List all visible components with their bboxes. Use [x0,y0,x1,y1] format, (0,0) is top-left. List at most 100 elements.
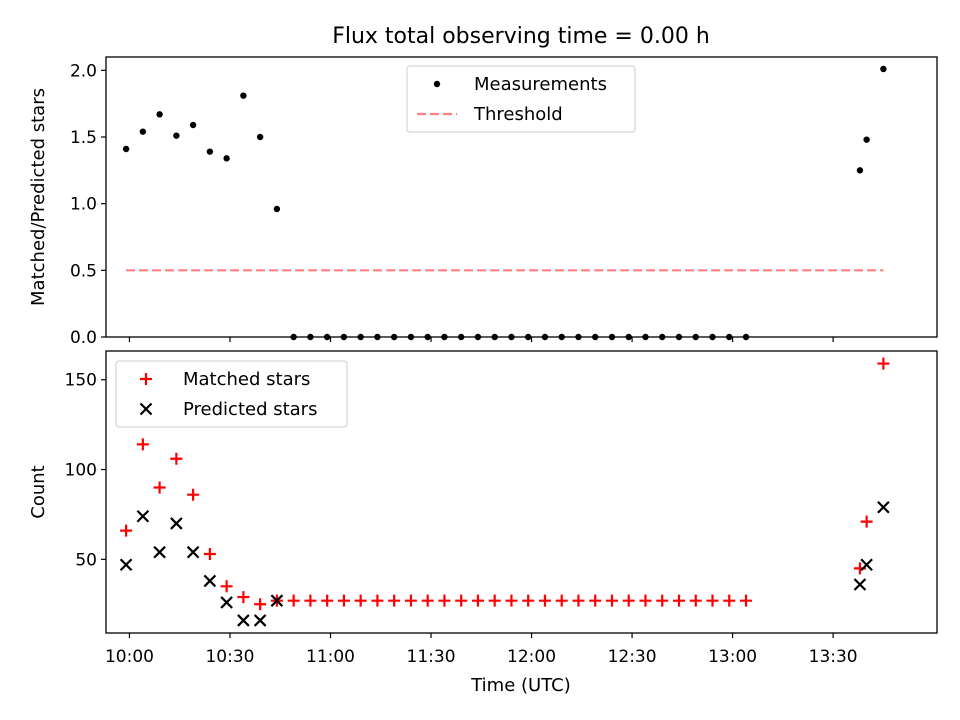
matched-stars-point [136,438,149,451]
matched-stars-point [337,594,350,607]
measurement-point [407,333,415,341]
measurement-point [340,333,348,341]
measurement-point [173,132,180,139]
matched-stars-point [321,594,334,607]
matched-stars-point [471,594,484,607]
plot-frame [105,56,938,338]
matched-stars-point [589,594,602,607]
ratio-panel: 0.0 0.5 1.0 1.5 2.0 Matched/Predicted stars Me… [28,56,938,348]
y-tick-label: 0.0 [70,328,97,348]
measurement-point [240,92,247,99]
measurement-point [880,65,887,73]
legend-measurements-swatch [433,80,441,88]
measurement-point [139,128,147,135]
legend: Matched stars Predicted stars [115,360,348,428]
measurement-point [575,333,582,341]
predicted-stars-point [253,614,267,627]
measurement-point [256,133,264,141]
y-tick-label: 100 [65,461,97,481]
measurement-point [189,121,197,129]
matched-stars-point [120,524,133,537]
matched-stars-point [622,594,635,607]
measurement-point [742,333,750,341]
matched-stars-point [354,594,367,607]
measurement-point [223,155,230,162]
measurement-point [625,333,632,341]
predicted-stars-point [170,517,183,530]
legend-box [406,65,636,133]
predicted-stars-point [153,545,166,559]
y-tick-label: 50 [75,550,97,570]
matched-stars-point [706,594,719,607]
legend-label: Measurements [474,74,607,95]
matched-stars-point [237,591,250,604]
measurement-point [863,136,870,143]
matched-stars-point [656,594,669,607]
x-axis-label: Time (UTC) [470,675,571,696]
measurement-point [692,333,699,341]
legend-label: Matched stars [183,369,310,390]
measurement-point [642,333,649,341]
measurement-point [156,111,163,118]
matched-stars-point [877,357,890,370]
measurement-point [374,333,381,341]
matched-stars-point [203,547,216,560]
measurement-point [273,205,281,213]
matched-stars-point [538,594,551,607]
predicted-stars-point [186,545,200,559]
measurement-point [491,333,498,341]
y-tick-label: 1.0 [70,195,97,215]
measurement-point [290,333,297,341]
matched-stars-point [455,594,468,607]
matched-stars-point [220,580,233,593]
matched-stars-point [421,594,434,607]
matched-stars-point [522,594,535,607]
matched-stars-point [740,594,753,607]
matched-stars-point [572,594,585,607]
measurement-point [206,148,214,155]
predicted-stars-point [136,509,150,523]
matched-stars-point [170,452,183,465]
legend-box [115,360,348,428]
x-tick-label: 11:00 [306,647,355,667]
measurement-point [357,333,364,341]
measurement-point [457,333,465,341]
matched-stars-point [304,594,317,607]
legend-matched-swatch [140,373,152,385]
matched-stars-point [254,598,267,611]
matched-stars-point [689,594,702,607]
x-tick-label: 10:00 [105,647,154,667]
legend-predicted-swatch [139,402,153,416]
matched-stars-point [388,594,401,607]
count-panel: 50 100 150 10:00 10:30 11:00 11:30 12:00 12:30 13… [28,350,938,667]
x-tick-label: 13:30 [809,647,858,667]
matched-stars-point [438,594,451,607]
x-tick-label: 11:30 [407,647,456,667]
measurement-point [592,333,599,341]
measurement-point [307,333,314,341]
matched-stars-point [488,594,501,607]
legend: Measurements Threshold [406,65,636,133]
matched-stars-point [153,481,166,494]
measurement-point [726,333,733,341]
y-tick-label: 1.5 [70,128,97,148]
y-axis-label: Matched/Predicted stars [28,88,49,306]
measurement-point [441,333,448,341]
matched-stars-point [860,515,873,528]
predicted-stars-point [203,574,217,588]
measurement-point [541,333,549,341]
measurement-point [659,333,666,341]
measurement-point [323,333,331,341]
plot-frame [105,350,938,634]
matched-stars-point [672,594,685,607]
measurement-point [709,333,716,341]
predicted-stars-point [119,558,133,572]
x-tick-label: 10:30 [205,647,254,667]
predicted-stars-point [853,578,867,591]
x-tick-label: 13:00 [708,647,757,667]
measurement-point [474,333,482,341]
matched-stars-point [639,594,652,607]
matched-stars-point [555,594,568,607]
y-tick-label: 0.5 [70,261,97,281]
